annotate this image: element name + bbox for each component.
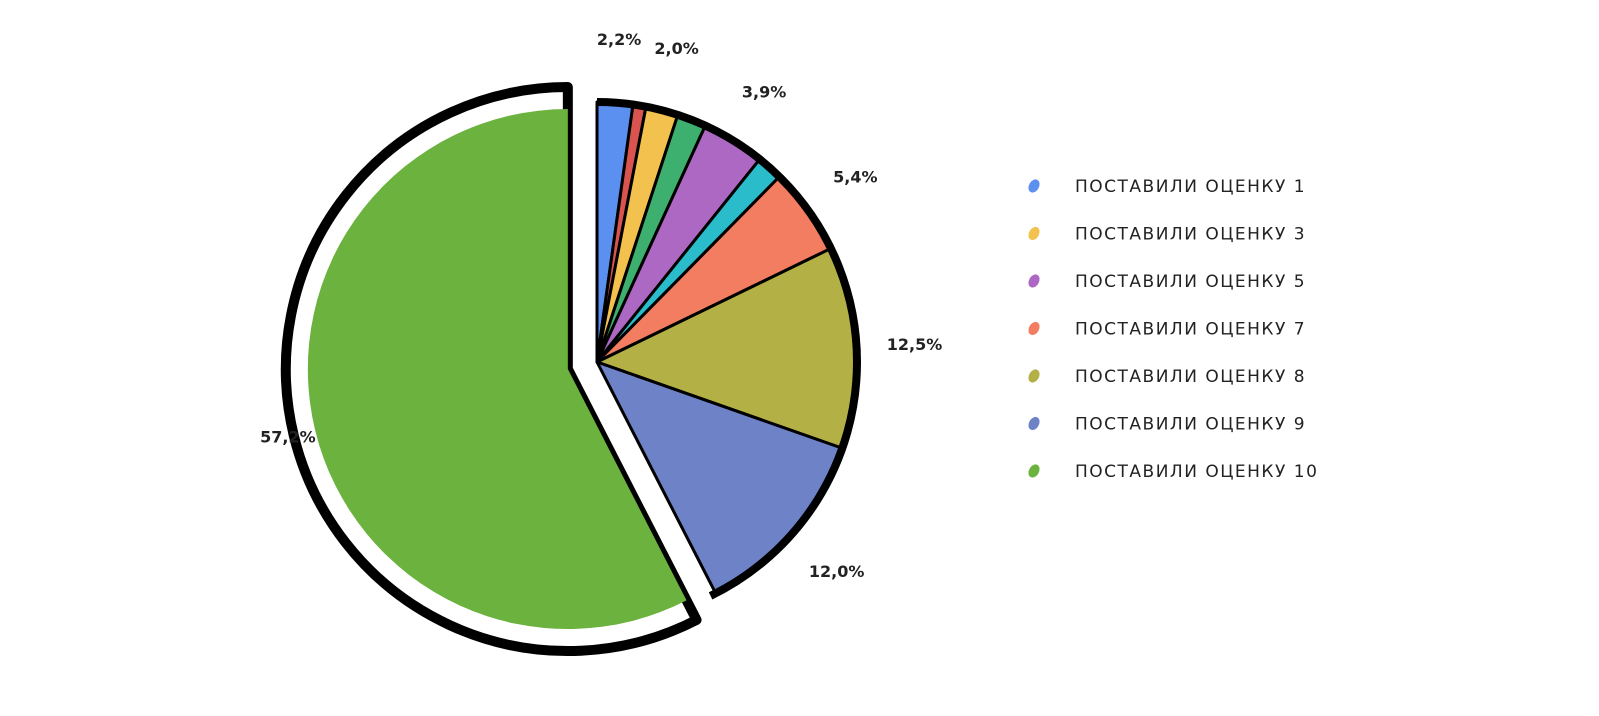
slice-label-9: 12,0% bbox=[809, 562, 865, 581]
slice-labels: 2,2% 2,0% 3,9% 5,4% 12,5% 12,0% 57,2% bbox=[260, 30, 942, 581]
pie-slice-10 bbox=[307, 109, 687, 630]
legend-marker-3 bbox=[1028, 226, 1040, 241]
legend-label-7: ПОСТАВИЛИ ОЦЕНКУ 7 bbox=[1075, 320, 1306, 340]
legend: ПОСТАВИЛИ ОЦЕНКУ 1 ПОСТАВИЛИ ОЦЕНКУ 3 ПОСТ… bbox=[1028, 177, 1318, 482]
legend-marker-9 bbox=[1028, 416, 1040, 431]
legend-label-10: ПОСТАВИЛИ ОЦЕНКУ 10 bbox=[1075, 462, 1318, 482]
slice-label-1: 2,2% bbox=[597, 30, 641, 49]
legend-item-8: ПОСТАВИЛИ ОЦЕНКУ 8 bbox=[1028, 367, 1306, 387]
legend-item-3: ПОСТАВИЛИ ОЦЕНКУ 3 bbox=[1028, 225, 1306, 245]
legend-item-7: ПОСТАВИЛИ ОЦЕНКУ 7 bbox=[1028, 320, 1306, 340]
legend-label-5: ПОСТАВИЛИ ОЦЕНКУ 5 bbox=[1075, 272, 1306, 292]
legend-label-1: ПОСТАВИЛИ ОЦЕНКУ 1 bbox=[1075, 177, 1306, 197]
legend-label-8: ПОСТАВИЛИ ОЦЕНКУ 8 bbox=[1075, 367, 1306, 387]
legend-marker-1 bbox=[1028, 179, 1040, 193]
legend-item-9: ПОСТАВИЛИ ОЦЕНКУ 9 bbox=[1028, 415, 1306, 435]
legend-item-1: ПОСТАВИЛИ ОЦЕНКУ 1 bbox=[1028, 177, 1306, 197]
pie-rim-outline bbox=[333, 98, 861, 626]
legend-label-3: ПОСТАВИЛИ ОЦЕНКУ 3 bbox=[1075, 225, 1306, 245]
pie-slices bbox=[280, 82, 861, 656]
legend-label-9: ПОСТАВИЛИ ОЦЕНКУ 9 bbox=[1075, 415, 1306, 435]
slice-label-8: 12,5% bbox=[887, 335, 943, 354]
slice-label-7: 5,4% bbox=[833, 168, 877, 187]
legend-marker-10 bbox=[1028, 464, 1040, 478]
slice-label-10: 57,2% bbox=[260, 428, 316, 447]
legend-item-10: ПОСТАВИЛИ ОЦЕНКУ 10 bbox=[1028, 462, 1318, 482]
legend-marker-8 bbox=[1028, 369, 1040, 383]
slice-label-3: 2,0% bbox=[654, 39, 698, 58]
slice-label-5: 3,9% bbox=[742, 82, 786, 101]
legend-marker-5 bbox=[1028, 274, 1040, 288]
legend-marker-7 bbox=[1028, 321, 1040, 336]
legend-item-5: ПОСТАВИЛИ ОЦЕНКУ 5 bbox=[1028, 272, 1306, 292]
